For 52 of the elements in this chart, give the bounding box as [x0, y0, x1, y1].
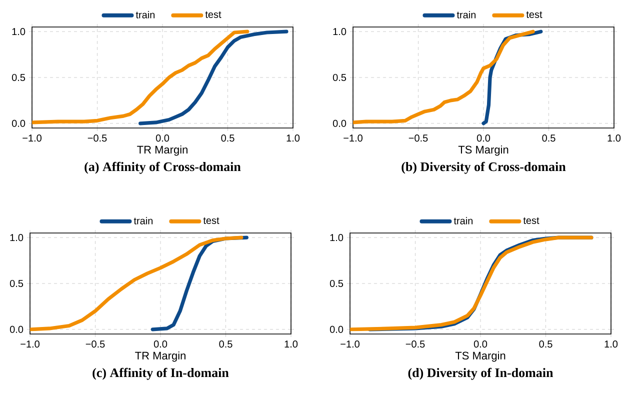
- y-tick-label: 0.0: [10, 326, 24, 333]
- legend-label: train: [454, 217, 473, 224]
- legend-label: train: [134, 217, 153, 224]
- y-tick-label: 0.5: [10, 280, 24, 288]
- x-axis-title: TS Margin: [455, 351, 506, 362]
- y-tick-label: 1.0: [330, 234, 344, 242]
- y-tick-label: 0.0: [330, 326, 344, 333]
- x-tick-label: 0.5: [221, 134, 234, 142]
- y-tick-label: 1.0: [10, 234, 24, 242]
- x-tick-label: −0.5: [406, 340, 425, 348]
- x-tick-label: −0.5: [408, 134, 428, 142]
- y-tick-label: 0.5: [12, 74, 26, 82]
- x-tick-label: 1.0: [608, 134, 621, 142]
- x-tick-label: 0.0: [476, 134, 490, 142]
- x-axis-title: TR Margin: [135, 351, 186, 362]
- legend-label: train: [456, 11, 476, 18]
- legend-label: test: [523, 217, 540, 224]
- y-tick-label: 1.0: [333, 28, 346, 36]
- x-tick-label: −1.0: [22, 134, 42, 142]
- legend-label: test: [203, 217, 220, 224]
- x-tick-label: 0.0: [474, 340, 488, 348]
- x-axis-title: TS Margin: [458, 145, 508, 156]
- x-tick-label: 0.0: [154, 340, 168, 348]
- y-tick-label: 1.0: [12, 28, 26, 36]
- legend-label: test: [205, 11, 222, 18]
- legend-label: test: [526, 11, 542, 18]
- text: (b) Diversity of Cross-domain: [402, 162, 566, 174]
- y-tick-label: 0.5: [330, 280, 344, 288]
- text: (d) Diversity of In-domain: [408, 368, 554, 380]
- y-tick-label: 0.0: [12, 120, 26, 127]
- legend-label: train: [136, 11, 155, 18]
- x-tick-label: 0.5: [219, 340, 232, 348]
- line-series: [32, 30, 250, 124]
- x-tick-label: 1.0: [284, 340, 298, 348]
- text: (c) Affinity of In-domain: [92, 368, 229, 380]
- x-tick-label: −1.0: [20, 340, 40, 348]
- line-series: [138, 30, 288, 126]
- y-tick-label: 0.5: [332, 74, 346, 82]
- x-tick-label: 0.0: [156, 134, 170, 142]
- x-axis-title: TR Margin: [137, 145, 188, 156]
- x-tick-label: −1.0: [340, 340, 360, 348]
- line-series: [30, 236, 244, 332]
- x-tick-label: 0.5: [539, 340, 552, 348]
- y-tick-label: 0.0: [332, 120, 346, 127]
- x-tick-label: −0.5: [88, 134, 107, 142]
- x-tick-label: 1.0: [604, 340, 618, 348]
- x-tick-label: 1.0: [286, 134, 300, 142]
- x-tick-label: −1.0: [344, 134, 362, 142]
- text: (a) Affinity of Cross-domain: [84, 162, 241, 174]
- x-tick-label: −0.5: [86, 340, 105, 348]
- line-series: [353, 30, 535, 124]
- x-tick-label: 0.5: [542, 134, 556, 142]
